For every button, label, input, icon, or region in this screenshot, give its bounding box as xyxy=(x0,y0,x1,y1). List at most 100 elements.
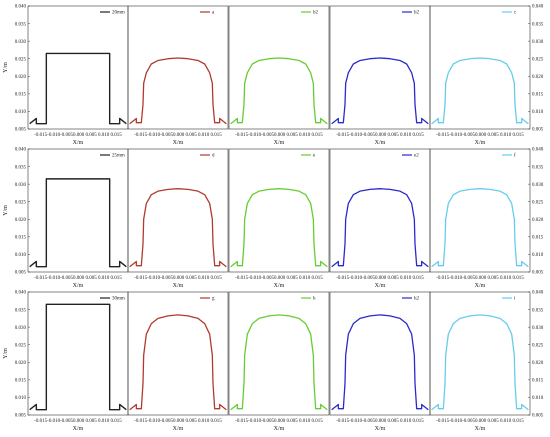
x-axis-label: X/m xyxy=(475,283,486,289)
legend-label: c xyxy=(514,11,517,16)
y-tick-label-right: 0.005 xyxy=(532,128,544,133)
y-tick-label-right: 0.030 xyxy=(532,183,544,188)
panel-frame xyxy=(228,291,330,416)
y-tick-label-right: 0.020 xyxy=(532,361,544,366)
panel-row-25mm-1: -0.015-0.010-0.0050.000 0.005 0.010 0.01… xyxy=(127,148,229,289)
series-line-i xyxy=(431,314,529,411)
y-tick-label: 0.030 xyxy=(15,40,27,45)
y-tick-label-right: 0.015 xyxy=(532,93,544,98)
y-tick-label: 0.030 xyxy=(15,183,27,188)
y-tick-label-right: 0.010 xyxy=(532,253,544,258)
y-tick-label: 0.025 xyxy=(15,57,27,62)
x-axis-label: X/m xyxy=(375,426,386,432)
y-tick-label-right: 0.035 xyxy=(532,22,544,27)
series-line-b2 xyxy=(331,57,429,125)
legend-label: g xyxy=(212,297,215,302)
x-axis-label: X/m xyxy=(274,426,285,432)
y-tick-label-right: 0.040 xyxy=(532,291,544,296)
y-tick-label: 0.020 xyxy=(15,218,27,223)
series-line-h xyxy=(230,314,328,411)
x-tick-labels: -0.015-0.010-0.0050.000 0.005 0.010 0.01… xyxy=(235,419,323,424)
x-axis-label: X/m xyxy=(173,283,184,289)
x-axis-label: X/m xyxy=(173,426,184,432)
y-tick-label: 0.010 xyxy=(15,110,27,115)
x-tick-labels: -0.015-0.010-0.0050.000 0.005 0.010 0.01… xyxy=(34,276,122,281)
panel-row-20mm-2: -0.015-0.010-0.0050.000 0.005 0.010 0.01… xyxy=(228,5,330,146)
x-axis-label: X/m xyxy=(73,426,84,432)
y-tick-label-right: 0.035 xyxy=(532,165,544,170)
panel-row-20mm-0: -0.015-0.010-0.0050.000 0.005 0.010 0.01… xyxy=(27,5,129,146)
panel-row-25mm-0: -0.015-0.010-0.0050.000 0.005 0.010 0.01… xyxy=(27,148,129,289)
y-tick-label-right: 0.015 xyxy=(532,379,544,384)
y-tick-label-right: 0.030 xyxy=(532,326,544,331)
panel-frame xyxy=(429,291,531,416)
series-line-b2 xyxy=(230,57,328,125)
y-tick-label-right: 0.025 xyxy=(532,343,544,348)
y-tick-label: 0.005 xyxy=(15,414,27,419)
y-tick-label: 0.025 xyxy=(15,343,27,348)
series-line-a xyxy=(129,57,227,125)
y-tick-label-right: 0.005 xyxy=(532,271,544,276)
y-tick-label-right: 0.015 xyxy=(532,236,544,241)
series-line-30mm xyxy=(29,303,127,411)
panel-frame xyxy=(27,5,129,130)
y-tick-label: 0.020 xyxy=(15,75,27,80)
panel-frame xyxy=(27,291,129,416)
x-tick-labels: -0.015-0.010-0.0050.000 0.005 0.010 0.01… xyxy=(134,276,222,281)
series-line-e xyxy=(230,188,328,268)
x-tick-labels: -0.015-0.010-0.0050.000 0.005 0.010 0.01… xyxy=(436,133,524,138)
panel-frame xyxy=(27,148,129,273)
y-tick-label: 0.010 xyxy=(15,253,27,258)
y-tick-label: 0.035 xyxy=(15,308,27,313)
y-tick-label: 0.015 xyxy=(15,236,27,241)
panel-row-25mm-2: -0.015-0.010-0.0050.000 0.005 0.010 0.01… xyxy=(228,148,330,289)
legend-label: b2 xyxy=(414,11,420,16)
x-axis-label: X/m xyxy=(475,140,486,146)
x-tick-labels: -0.015-0.010-0.0050.000 0.005 0.010 0.01… xyxy=(134,133,222,138)
series-line-e2 xyxy=(331,188,429,268)
legend-label: i xyxy=(514,297,516,302)
x-tick-labels: -0.015-0.010-0.0050.000 0.005 0.010 0.01… xyxy=(235,133,323,138)
legend-label: a xyxy=(212,11,215,16)
x-axis-label: X/m xyxy=(475,426,486,432)
panel-row-25mm-4: -0.015-0.010-0.0050.000 0.005 0.010 0.01… xyxy=(429,148,531,289)
series-line-20mm xyxy=(29,52,127,125)
x-tick-labels: -0.015-0.010-0.0050.000 0.005 0.010 0.01… xyxy=(436,276,524,281)
panel-row-30mm-1: -0.015-0.010-0.0050.000 0.005 0.010 0.01… xyxy=(127,291,229,432)
panel-row-30mm-3: -0.015-0.010-0.0050.000 0.005 0.010 0.01… xyxy=(329,291,431,432)
x-axis-label: X/m xyxy=(73,140,84,146)
panel-row-20mm-4: -0.015-0.010-0.0050.000 0.005 0.010 0.01… xyxy=(429,5,531,146)
y-tick-label: 0.040 xyxy=(15,291,27,296)
panel-frame xyxy=(429,148,531,273)
figure-row-row-25mm: Y/m 0.040 0.035 0.030 0.025 0.020 0.015 0.010 0.… xyxy=(3,148,544,289)
x-axis-label: X/m xyxy=(274,140,285,146)
series-line-g xyxy=(129,314,227,411)
panel-row-30mm-0: -0.015-0.010-0.0050.000 0.005 0.010 0.01… xyxy=(27,291,129,432)
y-tick-label: 0.005 xyxy=(15,128,27,133)
y-tick-label: 0.020 xyxy=(15,361,27,366)
series-line-d xyxy=(129,188,227,268)
panel-frame xyxy=(429,5,531,130)
y-tick-label-right: 0.025 xyxy=(532,57,544,62)
legend-label: b2 xyxy=(313,11,319,16)
panel-row-25mm-3: -0.015-0.010-0.0050.000 0.005 0.010 0.01… xyxy=(329,148,431,289)
panel-frame xyxy=(127,291,229,416)
panel-row-30mm-2: -0.015-0.010-0.0050.000 0.005 0.010 0.01… xyxy=(228,291,330,432)
x-axis-label: X/m xyxy=(274,283,285,289)
y-tick-label-right: 0.035 xyxy=(532,308,544,313)
legend-label: h2 xyxy=(414,297,420,302)
x-tick-labels: -0.015-0.010-0.0050.000 0.005 0.010 0.01… xyxy=(235,276,323,281)
y-tick-label-right: 0.040 xyxy=(532,5,544,10)
y-tick-label: 0.040 xyxy=(15,5,27,10)
legend-label: h xyxy=(313,297,316,302)
legend-label: e2 xyxy=(414,154,419,159)
y-tick-label: 0.015 xyxy=(15,93,27,98)
y-tick-label-right: 0.005 xyxy=(532,414,544,419)
panel-frame xyxy=(127,5,229,130)
panel-frame xyxy=(228,148,330,273)
panel-frame xyxy=(228,5,330,130)
legend-label: d xyxy=(212,154,215,159)
y-tick-label-right: 0.030 xyxy=(532,40,544,45)
x-tick-labels: -0.015-0.010-0.0050.000 0.005 0.010 0.01… xyxy=(336,133,424,138)
